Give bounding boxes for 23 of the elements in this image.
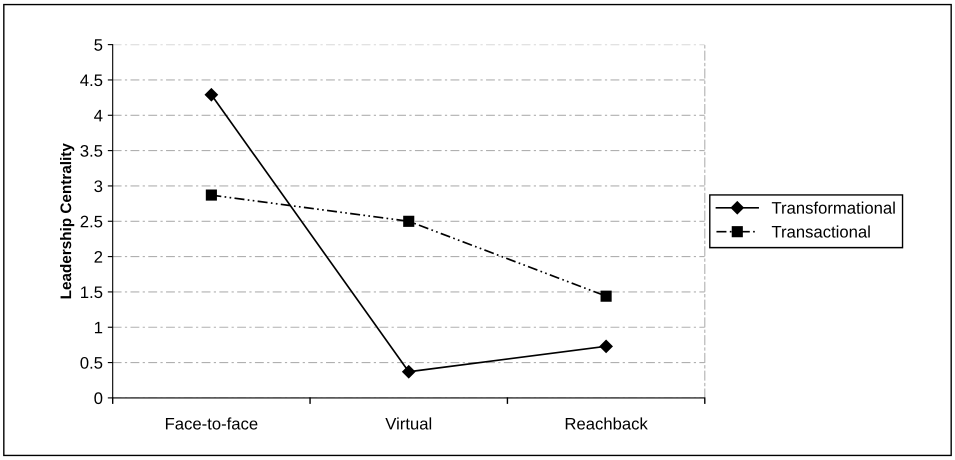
y-tick-label: 2 [94,250,102,263]
y-tick-label: 0.5 [80,356,102,369]
x-tick-label: Face-to-face [166,417,258,430]
x-tick-label: Virtual [385,417,432,430]
y-tick-label: 1 [94,322,102,334]
y-tick-label: 3.5 [80,145,102,157]
y-tick-label: 0 [94,392,102,404]
y-tick-label: 4.5 [80,74,102,86]
y-tick-label: 3 [94,180,102,192]
x-tick-label: Reachback [566,417,648,430]
point [403,216,414,227]
y-tick-label: 5 [94,39,102,51]
legend-label: Transformational [772,202,895,214]
point [402,365,416,378]
y-tick-label: 2.5 [80,216,102,228]
point [204,88,218,102]
point [600,340,613,353]
point [600,290,612,302]
point [206,190,217,201]
legend-label: Transactional [772,225,870,238]
y-tick-label: 1.5 [81,286,102,298]
y-tick-label: 4 [94,110,102,122]
y-axis-title: Leadership Centrality [60,143,74,298]
